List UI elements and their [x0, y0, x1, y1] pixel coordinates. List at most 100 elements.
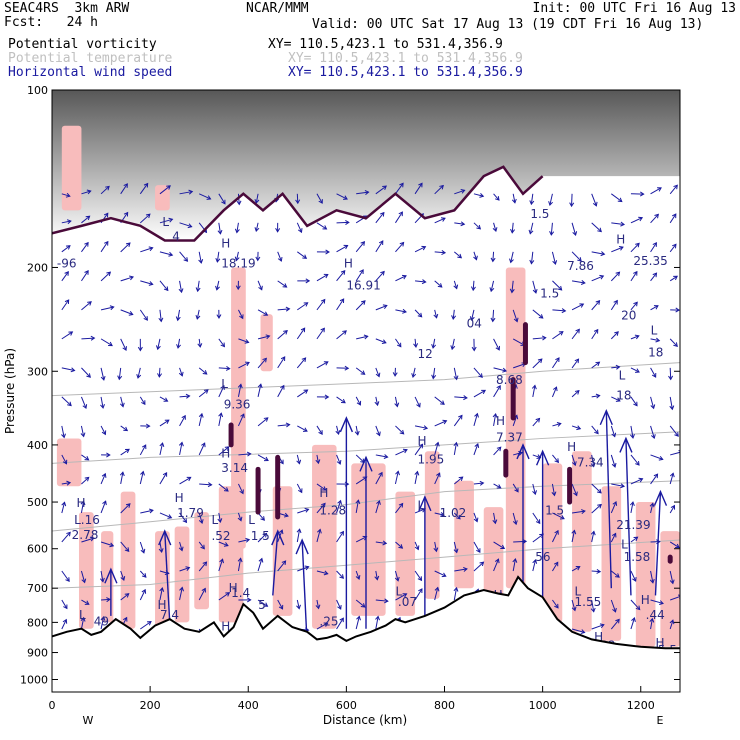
wind-vector-384: [530, 193, 534, 205]
wind-vector-head-107: [182, 518, 188, 524]
wind-vector-head-151: [237, 383, 243, 389]
wind-vector-head-253: [355, 575, 361, 580]
wind-vector-head-276: [402, 308, 407, 314]
wind-vector-head-73: [141, 444, 147, 450]
wind-vector-head-315: [440, 512, 445, 517]
wind-vector-501: [669, 338, 678, 347]
wind-vector-head-496: [673, 184, 678, 190]
wind-vector-head-30: [84, 600, 90, 605]
wind-vector-head-131: [215, 285, 220, 291]
wind-vector-head-471: [633, 401, 638, 407]
wind-vector-440: [591, 425, 599, 434]
wind-vector-head-353: [492, 227, 498, 233]
hl-label-5: L: [211, 513, 218, 527]
wind-vector-282: [394, 471, 399, 485]
wind-vector-head-194: [302, 254, 308, 259]
wind-vector-head-169: [264, 456, 269, 462]
wind-vector-head-222: [315, 604, 321, 610]
forecast-hour: Fcst: 24 h: [4, 15, 98, 30]
wind-vector-head-0: [65, 192, 71, 198]
wind-vector-head-329: [453, 441, 459, 447]
wind-vector-head-436: [595, 300, 601, 305]
theta-line-0: [52, 362, 680, 397]
wind-vector-head-39: [100, 404, 105, 409]
wind-vector-head-85: [155, 345, 161, 351]
wind-vector-head-225: [345, 220, 350, 226]
wind-vector-head-256: [382, 185, 387, 190]
hl-label-26: 12: [418, 347, 433, 361]
wind-vector-head-196: [303, 302, 309, 307]
wind-vector-469: [630, 335, 640, 340]
wind-vector-head-267: [376, 499, 381, 505]
wind-vector-117: [198, 338, 201, 348]
wind-vector-head-510: [677, 594, 680, 600]
wind-vector-head-5: [68, 331, 74, 336]
wind-vector-167: [257, 384, 262, 398]
wind-vector-443: [591, 504, 602, 514]
wind-vector-256: [375, 185, 387, 195]
wind-vector-head-32: [105, 185, 110, 191]
wind-vector-head-57: [125, 448, 130, 454]
wind-vector-head-480: [657, 187, 662, 192]
hl-label-33: 7.86: [567, 259, 594, 273]
updraft-arrow-2: [164, 531, 171, 623]
wind-vector-444: [591, 531, 595, 543]
wind-vector-496: [669, 184, 678, 195]
wind-vector-402: [551, 251, 556, 265]
wind-vector-377: [513, 452, 523, 456]
hl-label-9: L: [221, 377, 228, 391]
wind-vector-head-448: [617, 197, 623, 203]
wind-vector-18: [81, 242, 89, 253]
wind-vector-463: [610, 619, 620, 630]
wind-vector-88: [159, 419, 170, 427]
wind-vector-head-204: [296, 528, 302, 534]
wind-vector-head-336: [479, 193, 485, 198]
pv-shade-21: [635, 502, 656, 647]
wind-vector-head-472: [630, 433, 635, 439]
wind-vector-head-88: [164, 419, 170, 424]
wind-vector-216: [316, 425, 323, 435]
pv-shade-6: [194, 512, 209, 610]
wind-vector-145: [236, 222, 239, 233]
wind-vector-head-86: [157, 373, 163, 378]
wind-vector-head-51: [129, 275, 135, 281]
wind-vector-506: [669, 473, 674, 485]
wind-vector-head-70: [136, 374, 142, 379]
wind-vector-165: [257, 335, 270, 340]
wind-vector-248: [355, 425, 359, 435]
wind-vector-head-322: [457, 253, 463, 259]
wind-vector-332: [453, 541, 458, 553]
wind-vector-head-101: [176, 344, 181, 349]
wind-vector-head-446: [590, 607, 596, 613]
wind-vector-head-4: [64, 299, 70, 305]
wind-vector-head-325: [450, 345, 456, 351]
wind-vector-head-265: [383, 454, 389, 459]
wind-vector-16: [81, 190, 91, 195]
wind-vector-head-97: [187, 223, 193, 229]
wind-vector-head-272: [399, 182, 404, 188]
wind-vector-371: [511, 280, 514, 293]
wind-vector-196: [297, 302, 308, 311]
wind-vector-head-35: [106, 271, 112, 277]
wind-vector-254: [355, 599, 366, 608]
wind-vector-485: [650, 338, 660, 342]
wind-vector-276: [395, 309, 407, 313]
wind-vector-head-500: [675, 307, 680, 313]
wind-vector-310: [432, 367, 436, 379]
wind-vector-head-389: [541, 335, 547, 341]
wind-vector-head-44: [109, 542, 115, 548]
wind-vector-305: [434, 217, 446, 224]
wind-vector-10: [61, 482, 71, 485]
wind-vector-head-66: [148, 246, 154, 252]
wind-vector-head-468: [633, 301, 638, 307]
wind-vector-head-71: [141, 400, 146, 406]
wind-vector-174: [257, 599, 268, 607]
legend-theta-xy: XY= 110.5,423.1 to 531.4,356.9: [288, 51, 523, 66]
wind-vector-381: [512, 558, 516, 572]
wind-vector-head-184: [285, 422, 291, 428]
header-left: SEAC4RS 3km ARW Fcst: 24 h: [4, 2, 129, 30]
wind-vector-107: [179, 512, 187, 523]
wind-vector-360: [493, 413, 497, 427]
wind-vector-head-213: [320, 327, 325, 333]
wind-vector-266: [375, 472, 383, 485]
